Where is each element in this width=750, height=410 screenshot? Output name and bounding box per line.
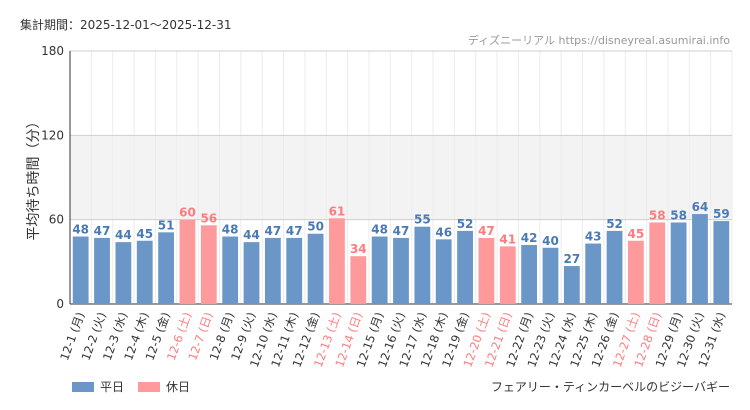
y-tick-label: 0 <box>56 297 64 311</box>
bar-value-label: 58 <box>670 208 687 222</box>
bar <box>307 233 324 304</box>
bar <box>115 242 132 304</box>
bar-value-label: 47 <box>478 224 495 238</box>
bar-value-label: 50 <box>307 220 324 234</box>
bar <box>670 222 687 304</box>
bar <box>179 219 196 304</box>
bar-value-label: 52 <box>606 217 623 231</box>
bar <box>72 236 89 304</box>
bar <box>393 237 409 304</box>
bar <box>649 222 666 304</box>
y-tick-label: 60 <box>49 213 64 227</box>
bar-value-label: 44 <box>115 228 132 242</box>
bar-value-label: 40 <box>542 234 559 248</box>
bar-value-label: 51 <box>158 218 175 232</box>
bar-value-label: 44 <box>243 228 260 242</box>
bar <box>713 221 730 304</box>
bar <box>606 230 623 304</box>
bar <box>563 266 580 304</box>
bar-value-label: 61 <box>329 204 346 218</box>
legend-weekday-label: 平日 <box>100 380 125 394</box>
bar-value-label: 59 <box>713 207 730 221</box>
bar <box>264 237 281 304</box>
legend-weekday[interactable]: 平日 <box>72 378 124 395</box>
bar-value-label: 48 <box>72 223 89 237</box>
bar-value-label: 58 <box>649 208 666 222</box>
bar <box>542 247 559 304</box>
bar-value-label: 41 <box>499 232 516 246</box>
bar-value-label: 43 <box>585 230 602 244</box>
bar-value-label: 48 <box>222 223 239 237</box>
y-tick-label: 120 <box>41 128 64 142</box>
bar <box>243 242 260 304</box>
bar-value-label: 45 <box>628 227 645 241</box>
bar <box>414 226 431 304</box>
bar <box>371 236 388 304</box>
bar-value-label: 42 <box>521 231 538 245</box>
bar <box>692 214 708 304</box>
legend-weekday-swatch <box>72 381 94 392</box>
bar <box>521 244 538 304</box>
bar-value-label: 47 <box>94 224 111 238</box>
bar-value-label: 27 <box>563 252 580 266</box>
bar-value-label: 47 <box>393 224 410 238</box>
bar <box>457 230 473 304</box>
bar-value-label: 45 <box>136 227 153 241</box>
bar <box>136 240 153 304</box>
legend: 平日 休日 <box>72 378 190 395</box>
source-credit: ディズニーリアル https://disneyreal.asumirai.inf… <box>467 34 730 47</box>
bar <box>585 243 602 304</box>
shaded-band <box>70 135 732 220</box>
bar <box>478 237 495 304</box>
period-label: 集計期間：2025-12-01～2025-12-31 <box>20 18 232 32</box>
bar-value-label: 48 <box>371 223 388 237</box>
bar-value-label: 34 <box>350 242 367 256</box>
y-axis-label: 平均待ち時間（分） <box>26 115 42 241</box>
legend-holiday-label: 休日 <box>166 380 191 394</box>
bar-value-label: 47 <box>286 224 303 238</box>
bar <box>499 246 516 304</box>
bar <box>158 232 174 304</box>
bar-value-label: 52 <box>457 217 474 231</box>
bar-value-label: 47 <box>265 224 282 238</box>
bar-value-label: 56 <box>200 211 217 225</box>
bar-value-label: 55 <box>414 213 431 227</box>
bar <box>435 239 452 304</box>
bar <box>329 218 345 304</box>
y-tick-label: 180 <box>41 44 64 58</box>
bar <box>94 237 110 304</box>
bar-value-label: 46 <box>435 225 452 239</box>
bar <box>286 237 303 304</box>
bar <box>628 240 644 304</box>
bar <box>200 225 217 304</box>
bar-value-label: 64 <box>692 200 709 214</box>
bar <box>350 256 367 304</box>
legend-holiday[interactable]: 休日 <box>138 378 190 395</box>
bar <box>222 236 239 304</box>
bar-value-label: 60 <box>179 206 196 220</box>
attraction-name: フェアリー・ティンカーベルのビジーバギー <box>490 380 730 394</box>
legend-holiday-swatch <box>138 381 161 392</box>
